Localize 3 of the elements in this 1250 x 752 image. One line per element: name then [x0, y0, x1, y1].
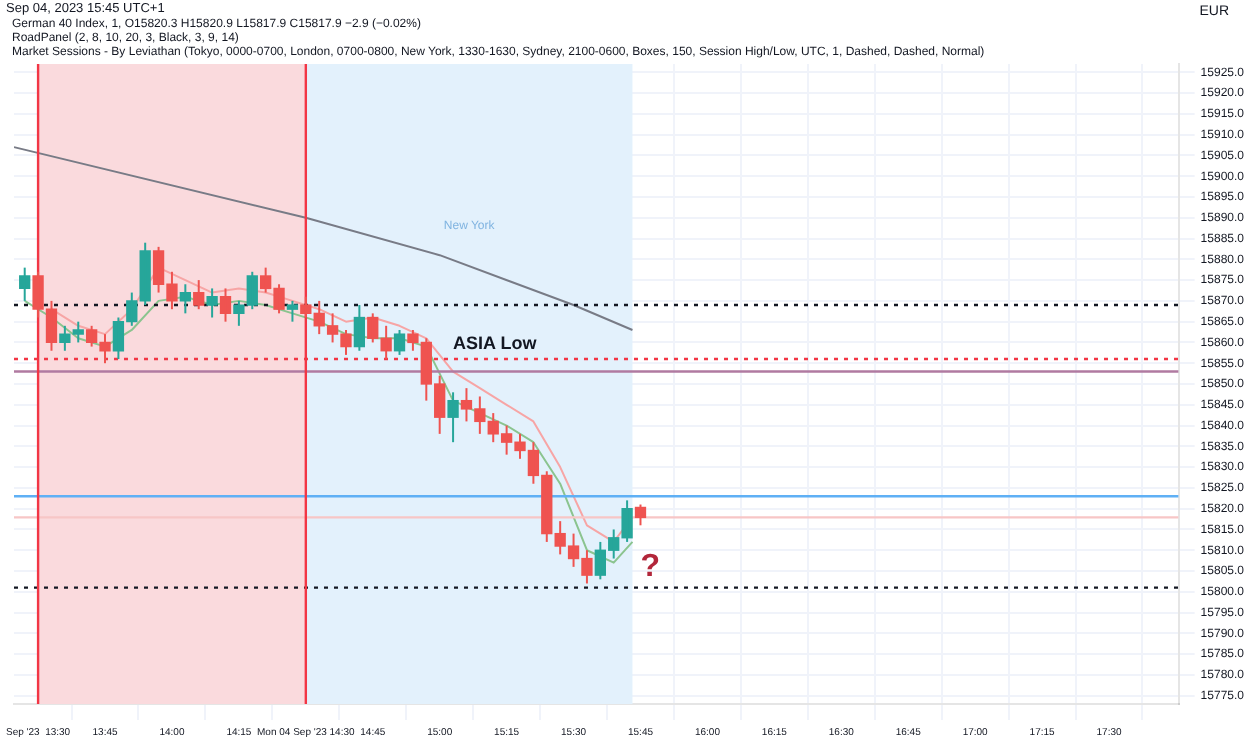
ref-line-label: ASIA Low — [453, 333, 539, 354]
annotation: ? — [640, 550, 661, 585]
candlestick — [206, 287, 218, 319]
